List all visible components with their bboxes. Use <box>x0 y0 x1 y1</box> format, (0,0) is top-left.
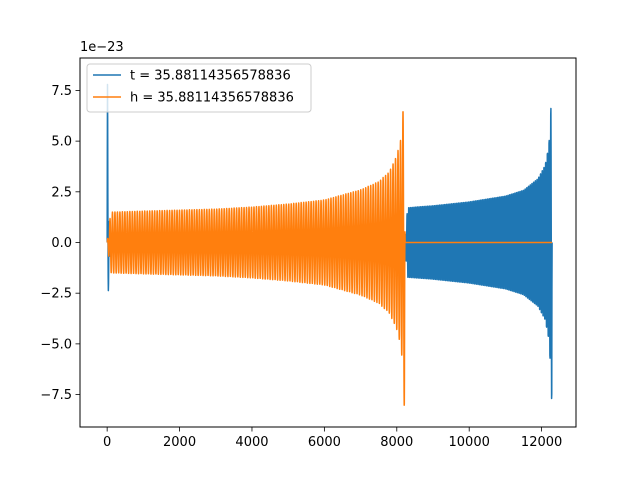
x-tick-label: 12000 <box>521 435 562 450</box>
x-tick-label: 8000 <box>380 435 413 450</box>
x-tick-label: 2000 <box>163 435 196 450</box>
legend-label-2: h = 35.88114356578836 <box>130 91 294 106</box>
x-axis: 0 2000 4000 6000 8000 10000 12000 <box>103 427 562 450</box>
y-tick-label: −2.5 <box>40 287 72 302</box>
legend: t = 35.88114356578836 h = 35.881143565788… <box>86 63 312 113</box>
y-tick-label: −5.0 <box>40 337 72 352</box>
y-axis: −7.5 −5.0 −2.5 0.0 2.5 5.0 7.5 <box>40 84 80 403</box>
x-tick-label: 0 <box>103 435 111 450</box>
plot-area <box>106 83 553 406</box>
y-tick-label: 7.5 <box>51 84 72 99</box>
legend-label-1: t = 35.88114356578836 <box>130 69 291 84</box>
y-tick-label: 2.5 <box>51 185 72 200</box>
legend-frame <box>86 63 312 113</box>
y-offset-text: 1e−23 <box>80 40 124 55</box>
y-tick-label: −7.5 <box>40 388 72 403</box>
x-tick-label: 4000 <box>235 435 268 450</box>
x-tick-label: 6000 <box>308 435 341 450</box>
y-tick-label: 5.0 <box>51 135 72 150</box>
series-line-2 <box>106 111 553 406</box>
y-tick-label: 0.0 <box>51 236 72 251</box>
x-tick-label: 10000 <box>449 435 490 450</box>
